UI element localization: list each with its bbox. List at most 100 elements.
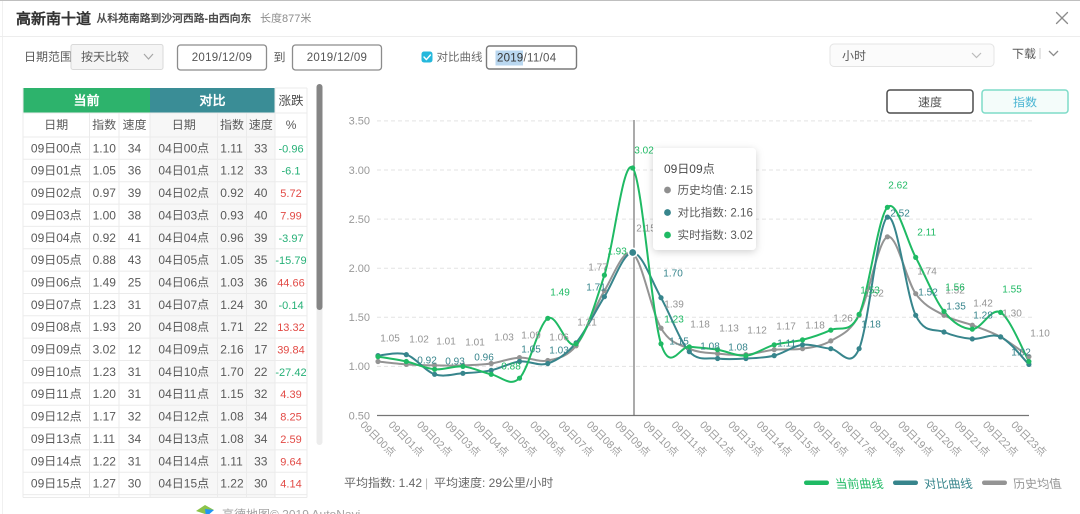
svg-text:11: 11 <box>184 387 197 401</box>
svg-text:09: 09 <box>31 343 45 357</box>
svg-text:04: 04 <box>158 387 172 401</box>
svg-text:: 2.16: : 2.16 <box>724 207 753 220</box>
svg-text:2.15: 2.15 <box>636 224 656 235</box>
svg-text:31: 31 <box>128 365 142 379</box>
svg-text:1.00: 1.00 <box>93 208 117 222</box>
svg-text:09: 09 <box>31 320 45 334</box>
svg-text:04: 04 <box>158 343 172 357</box>
svg-text:1.23: 1.23 <box>664 315 684 326</box>
svg-text:-0.14: -0.14 <box>279 300 304 312</box>
svg-text:1.23: 1.23 <box>93 298 117 312</box>
svg-text:34: 34 <box>128 141 142 155</box>
svg-text:0.93: 0.93 <box>445 357 465 368</box>
svg-text:1.26: 1.26 <box>833 314 853 325</box>
svg-text:2.52: 2.52 <box>890 209 910 220</box>
svg-text:33: 33 <box>254 164 268 178</box>
svg-text:3.00: 3.00 <box>349 165 370 177</box>
svg-text:1.53: 1.53 <box>860 286 880 297</box>
svg-text:13: 13 <box>184 432 198 446</box>
svg-text:-3.97: -3.97 <box>279 233 304 245</box>
svg-text:34: 34 <box>128 432 142 446</box>
svg-text:12: 12 <box>128 343 142 357</box>
svg-text:04: 04 <box>158 365 172 379</box>
svg-text:14: 14 <box>184 454 198 468</box>
svg-text:03: 03 <box>184 208 198 222</box>
svg-text:1.05: 1.05 <box>521 345 541 356</box>
svg-text:-: - <box>205 13 209 25</box>
svg-text:33: 33 <box>254 454 268 468</box>
svg-text:31: 31 <box>128 454 142 468</box>
svg-text:1.30: 1.30 <box>1002 309 1022 320</box>
svg-text:1.52: 1.52 <box>918 288 938 299</box>
svg-text:1.12: 1.12 <box>747 326 767 337</box>
svg-text:00: 00 <box>184 141 198 155</box>
svg-text:1.02: 1.02 <box>409 335 429 346</box>
svg-text:-15.79: -15.79 <box>275 255 306 267</box>
svg-text:1.39: 1.39 <box>664 300 684 311</box>
svg-text:: 1.42: : 1.42 <box>392 476 422 490</box>
svg-text:2019: 2019 <box>497 53 523 65</box>
svg-text:38: 38 <box>128 208 142 222</box>
svg-text:877: 877 <box>282 13 300 25</box>
svg-text:11: 11 <box>56 387 69 401</box>
svg-text:1.93: 1.93 <box>93 320 117 334</box>
svg-text:08: 08 <box>184 320 198 334</box>
svg-text:1.12: 1.12 <box>220 164 244 178</box>
svg-text:1.21: 1.21 <box>577 318 597 329</box>
svg-text:39.84: 39.84 <box>277 345 305 357</box>
svg-text:40: 40 <box>254 208 268 222</box>
svg-text:06: 06 <box>56 276 70 290</box>
svg-text:31: 31 <box>128 298 142 312</box>
svg-text:1.18: 1.18 <box>690 320 710 331</box>
svg-text:1.49: 1.49 <box>93 276 117 290</box>
svg-text:10: 10 <box>184 365 198 379</box>
svg-text:09: 09 <box>31 141 45 155</box>
svg-text:30: 30 <box>254 298 268 312</box>
svg-text:2019/12/09: 2019/12/09 <box>307 52 368 64</box>
svg-text:30: 30 <box>128 477 142 491</box>
svg-text:15: 15 <box>184 477 198 491</box>
svg-text:1.05: 1.05 <box>380 334 400 345</box>
svg-text:05: 05 <box>184 253 198 267</box>
svg-text:1.35: 1.35 <box>946 302 966 313</box>
svg-text:3.02: 3.02 <box>93 343 117 357</box>
svg-text:0.97: 0.97 <box>93 186 117 200</box>
svg-text:0.92: 0.92 <box>93 231 117 245</box>
svg-text:1.17: 1.17 <box>776 322 796 333</box>
svg-text:: 2.15: : 2.15 <box>724 184 753 197</box>
svg-text:40: 40 <box>254 186 268 200</box>
svg-text:1.71: 1.71 <box>220 320 244 334</box>
svg-text:22: 22 <box>254 365 268 379</box>
svg-text:2.11: 2.11 <box>917 228 936 239</box>
svg-text:1.55: 1.55 <box>1002 285 1022 296</box>
svg-text:17: 17 <box>254 343 268 357</box>
svg-text:44.66: 44.66 <box>277 278 305 290</box>
svg-text:0.50: 0.50 <box>349 410 370 422</box>
svg-text:2.59: 2.59 <box>280 434 301 446</box>
svg-text:: 3.02: : 3.02 <box>724 229 753 242</box>
svg-text:09: 09 <box>31 365 45 379</box>
svg-text:04: 04 <box>158 231 172 245</box>
svg-text:07: 07 <box>184 298 198 312</box>
svg-text:41: 41 <box>128 231 142 245</box>
svg-text:2.00: 2.00 <box>349 263 370 275</box>
svg-text:1.50: 1.50 <box>349 312 370 324</box>
svg-text:3.02: 3.02 <box>634 146 654 157</box>
svg-text:05: 05 <box>56 253 70 267</box>
svg-text:: 29: : 29 <box>482 476 502 490</box>
svg-text:09: 09 <box>31 208 45 222</box>
svg-text:1.22: 1.22 <box>220 477 244 491</box>
svg-text:22: 22 <box>254 320 268 334</box>
svg-text:1.08: 1.08 <box>220 410 244 424</box>
svg-text:20: 20 <box>128 320 142 334</box>
svg-text:09: 09 <box>31 276 45 290</box>
svg-text:0.92: 0.92 <box>417 356 437 367</box>
svg-text:1.17: 1.17 <box>93 410 117 424</box>
svg-text:09: 09 <box>31 410 45 424</box>
svg-text:/11/04: /11/04 <box>524 53 557 65</box>
svg-text:04: 04 <box>56 231 70 245</box>
svg-text:1.42: 1.42 <box>973 299 993 310</box>
svg-text:9.64: 9.64 <box>280 456 301 468</box>
svg-text:36: 36 <box>254 276 268 290</box>
svg-text:1.70: 1.70 <box>663 269 683 280</box>
